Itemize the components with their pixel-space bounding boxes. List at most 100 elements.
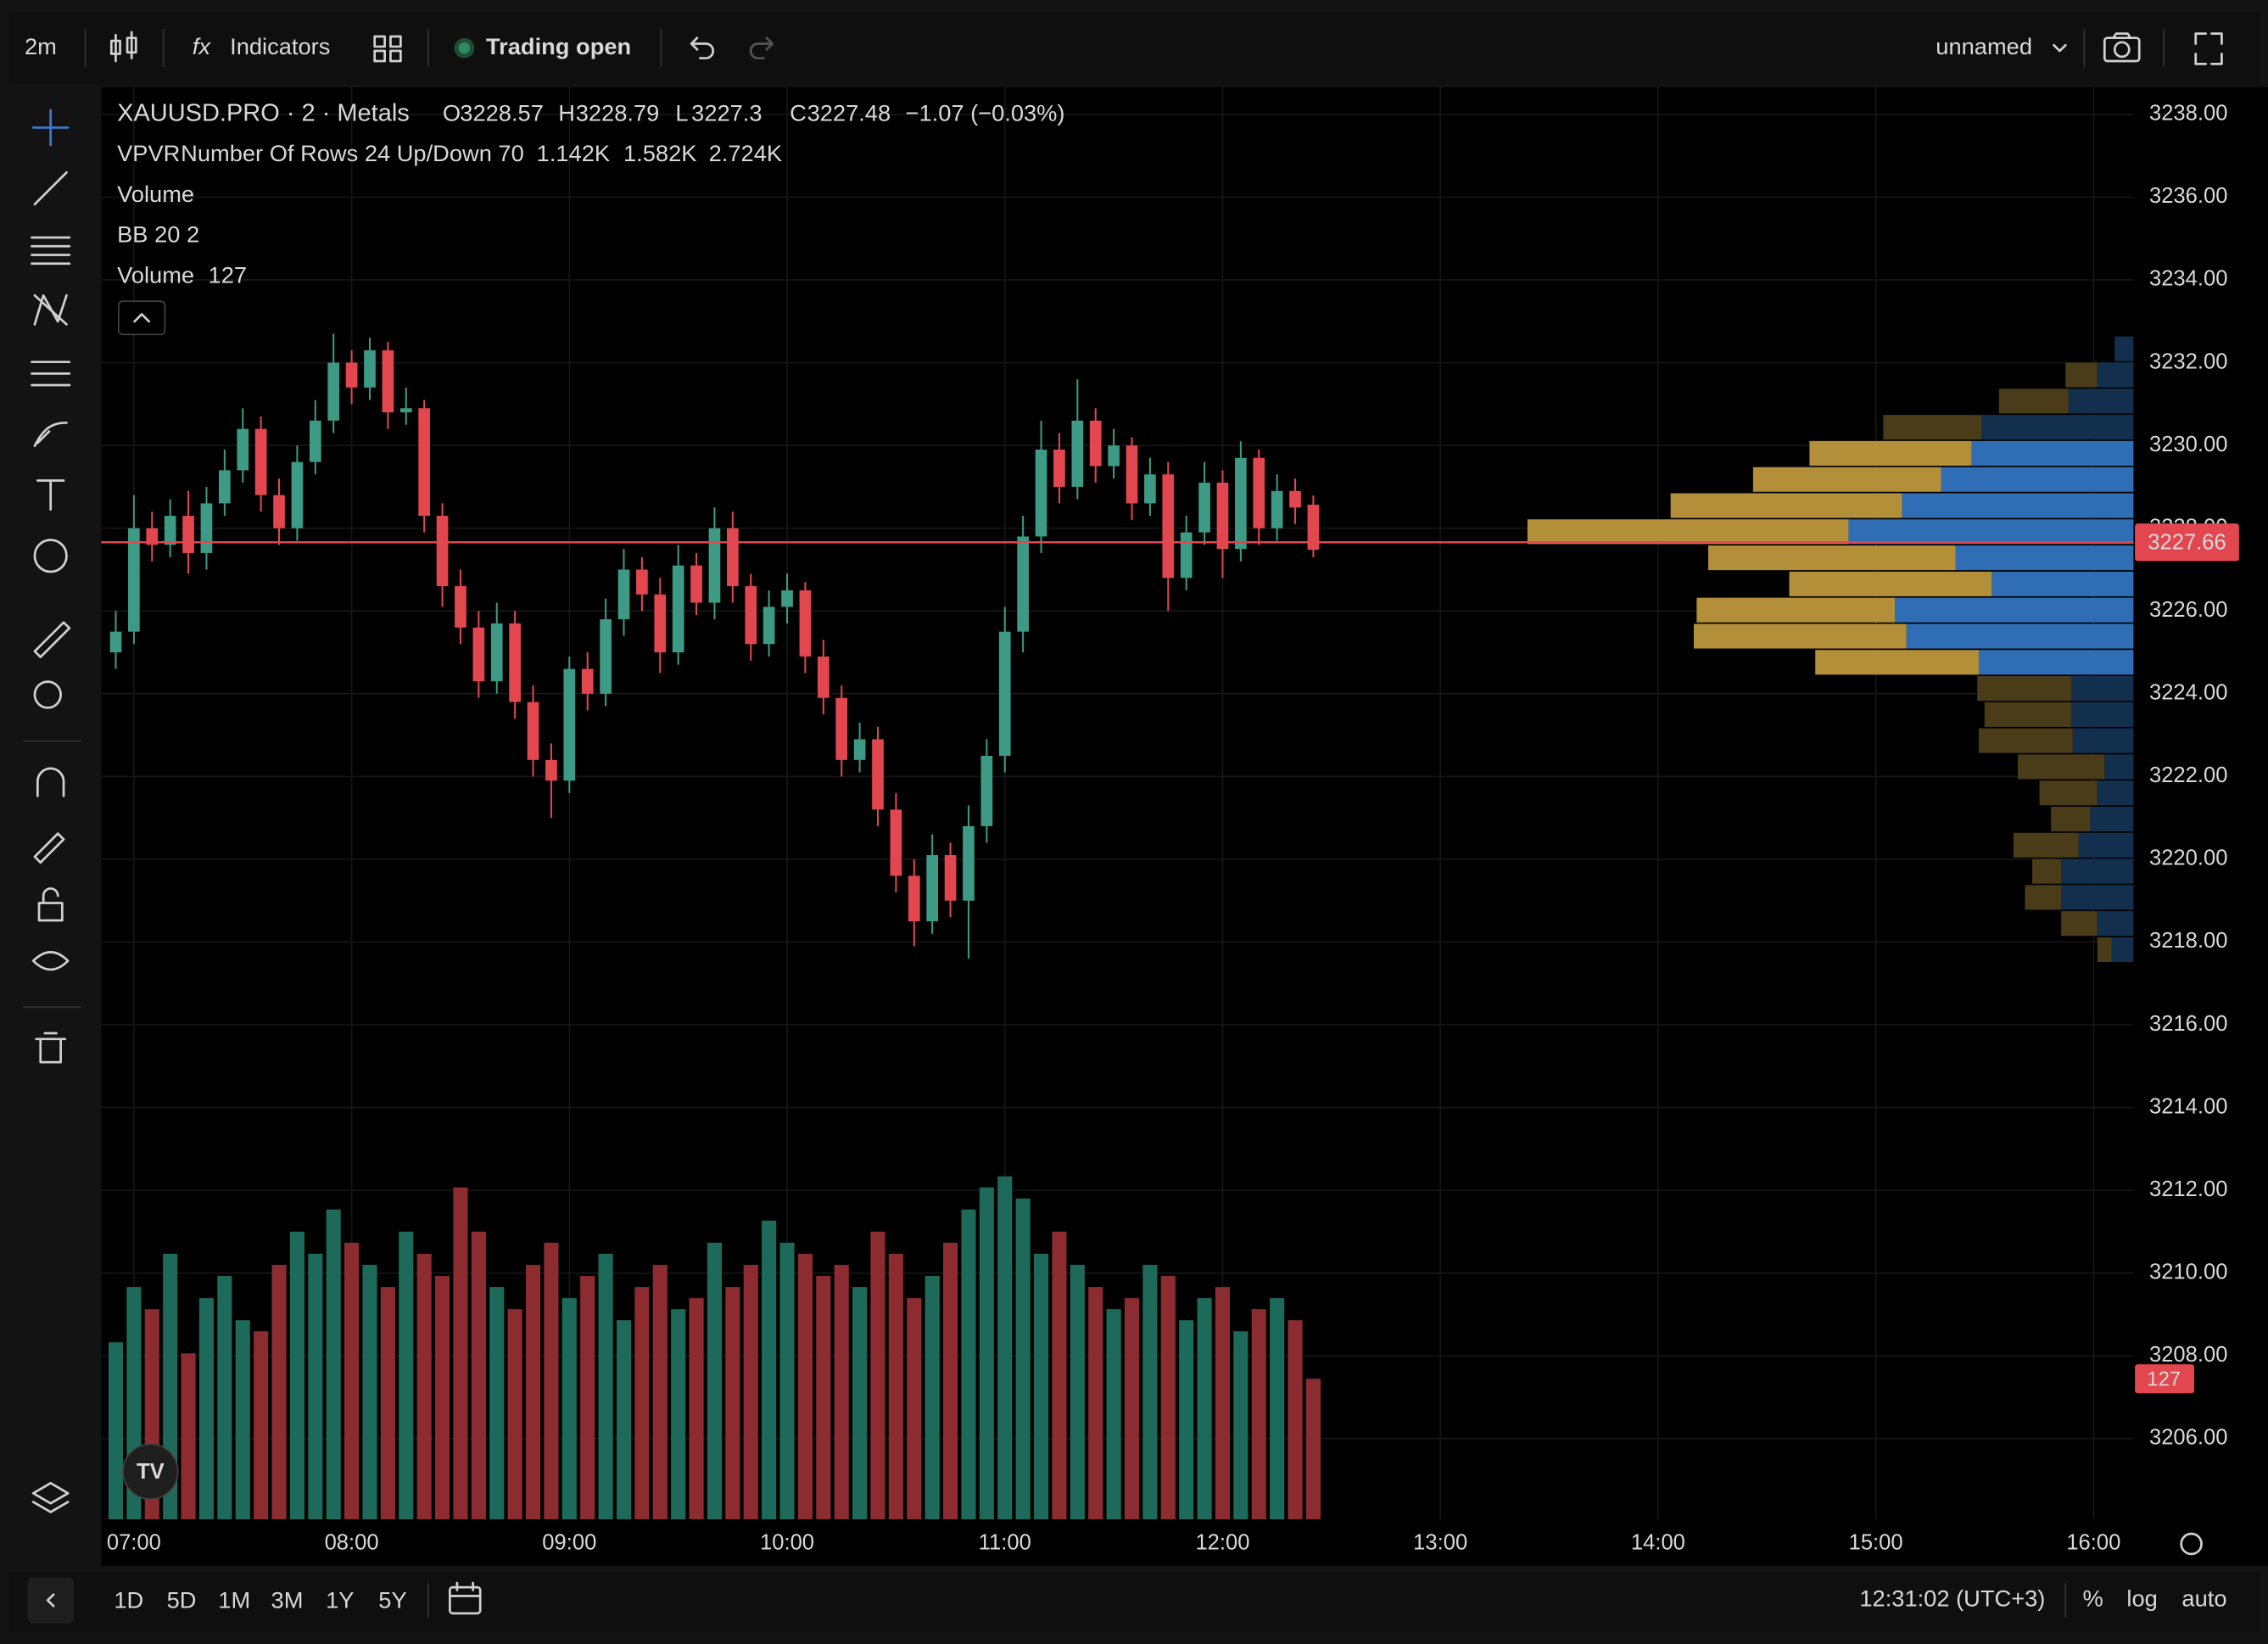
forecast[interactable] <box>31 361 71 387</box>
lock-drawing[interactable] <box>33 832 65 864</box>
volume-bar <box>198 1298 215 1519</box>
vpvr-down <box>2065 362 2098 388</box>
volume-bar <box>834 1265 849 1519</box>
text-tool[interactable] <box>36 479 65 512</box>
tv-logo[interactable] <box>122 1443 179 1500</box>
brush[interactable] <box>33 421 68 447</box>
redo[interactable] <box>749 36 774 59</box>
trend-line[interactable] <box>33 171 68 206</box>
emoji[interactable] <box>33 539 68 573</box>
fullscreen[interactable] <box>2194 32 2223 65</box>
candle-body <box>455 585 466 628</box>
range-button[interactable]: 5D <box>167 1586 197 1613</box>
vpvr-down <box>1752 467 1941 492</box>
fib[interactable] <box>31 236 71 266</box>
layout-menu[interactable] <box>2053 43 2067 53</box>
vpvr-up <box>1991 571 2134 596</box>
vpvr-down <box>1527 519 1849 545</box>
candle-body <box>563 668 576 781</box>
vpvr-up <box>2068 389 2134 414</box>
y-tick-label: 3234.00 <box>2149 267 2227 291</box>
y-tick-label: 3214.00 <box>2149 1094 2227 1118</box>
vpvr-up <box>2090 806 2134 832</box>
y-tick-label: 3230.00 <box>2149 433 2227 456</box>
unlock[interactable] <box>37 887 64 922</box>
interval[interactable]: 2m <box>25 33 57 59</box>
collapse-button[interactable] <box>27 1577 74 1624</box>
collapse-legend[interactable] <box>117 300 166 336</box>
zoom[interactable] <box>33 680 62 709</box>
range-button[interactable]: 3M <box>271 1586 304 1613</box>
volume-bar <box>580 1276 595 1519</box>
candle-body <box>763 607 775 645</box>
volume-bar <box>1106 1309 1121 1519</box>
range-button[interactable]: 1Y <box>326 1586 354 1613</box>
vpvr-label[interactable]: VPVR <box>117 140 180 166</box>
volume-bar <box>1251 1309 1266 1519</box>
candle-body <box>781 590 793 607</box>
change: −1.07 (−0.03%) <box>906 99 1065 126</box>
volume-label[interactable]: Volume <box>117 261 194 288</box>
close-label: C <box>790 99 807 126</box>
auto-toggle[interactable]: auto <box>2181 1585 2226 1612</box>
goto-date[interactable] <box>449 1581 482 1615</box>
log-toggle[interactable]: log <box>2126 1585 2157 1612</box>
candle-body <box>817 656 830 698</box>
percent-toggle[interactable]: % <box>2083 1585 2103 1612</box>
volume-bar <box>344 1242 360 1519</box>
bb[interactable]: BB 20 2 <box>117 221 199 248</box>
volume-last-label: 127 <box>2147 1367 2181 1390</box>
settings[interactable] <box>2180 1532 2203 1556</box>
candle-body <box>164 516 176 545</box>
range-button[interactable]: 5Y <box>378 1586 406 1613</box>
hide[interactable] <box>31 951 70 971</box>
candle-body <box>1198 483 1210 533</box>
candle-body <box>418 408 431 517</box>
candle-body <box>1162 474 1175 579</box>
candle-body <box>1053 449 1065 487</box>
delete[interactable] <box>35 1032 67 1064</box>
y-tick-label: 3224.00 <box>2149 681 2227 705</box>
last-price-box <box>2135 523 2239 562</box>
crosshair[interactable] <box>31 109 70 147</box>
indicators-button[interactable]: Indicators <box>230 33 330 59</box>
layouts-icon[interactable] <box>373 35 402 63</box>
volume-hidden[interactable]: Volume <box>117 181 194 207</box>
candle-body <box>617 569 630 619</box>
vpvr-up <box>2071 702 2134 727</box>
volume-bar <box>326 1209 341 1519</box>
volume-bar <box>598 1253 613 1519</box>
candle-body <box>1144 474 1156 504</box>
candle-body <box>219 470 231 504</box>
vpvr-up <box>2097 362 2134 388</box>
patterns[interactable] <box>33 294 68 326</box>
volume-value: 127 <box>209 261 248 288</box>
range-button[interactable]: 1D <box>114 1586 143 1613</box>
fx-icon[interactable]: fx <box>193 33 212 59</box>
magnet[interactable] <box>36 767 65 797</box>
vpvr-down <box>2051 806 2091 832</box>
tv-logo-text: TV <box>137 1460 165 1484</box>
y-tick-label: 3212.00 <box>2149 1177 2227 1201</box>
candle-body <box>327 362 340 421</box>
volume-bar <box>1070 1265 1085 1519</box>
volume-bar <box>1197 1298 1212 1519</box>
candle-body <box>963 825 975 901</box>
undo[interactable] <box>690 36 715 59</box>
candle-body <box>273 495 285 528</box>
ruler[interactable] <box>33 621 71 658</box>
object-tree[interactable] <box>31 1481 70 1513</box>
trading-status[interactable]: Trading open <box>486 33 631 59</box>
status-dot-inner <box>458 42 471 54</box>
candle-body <box>364 349 376 388</box>
candle-body <box>237 428 249 471</box>
range-button[interactable]: 1M <box>218 1586 250 1613</box>
vpvr-down: 1.582K <box>623 140 696 166</box>
volume-bar <box>1052 1231 1067 1519</box>
candle-body <box>527 702 539 760</box>
snapshot[interactable] <box>2103 32 2141 63</box>
layout-name[interactable]: unnamed <box>1936 33 2032 59</box>
chart-type-icon[interactable] <box>109 31 137 63</box>
vpvr-down <box>1978 728 2073 753</box>
clock[interactable]: 12:31:02 (UTC+3) <box>1859 1585 2045 1612</box>
